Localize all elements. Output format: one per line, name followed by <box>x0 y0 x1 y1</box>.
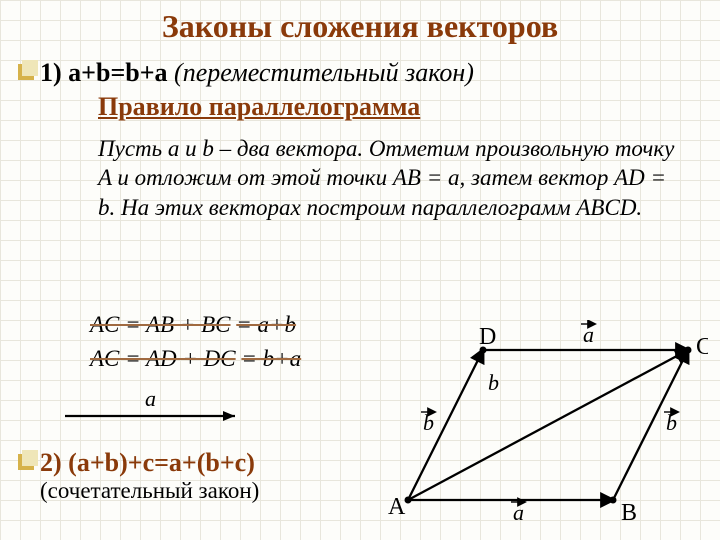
rule-title: Правило параллелограмма <box>98 92 420 122</box>
edge-label-AB: a <box>513 500 524 525</box>
law-1: 1) a+b=b+a (переместительный закон) <box>40 58 474 88</box>
body-content: Пусть a и b – два вектора. Отметим произ… <box>98 136 674 220</box>
eq1-lhs: AC = AB + BC <box>90 312 231 337</box>
bullet-icon <box>18 64 34 80</box>
law-1-num: 1) <box>40 58 62 87</box>
equation-2: AC = AD + DC = b+a <box>90 346 301 372</box>
edge-label-BC: b <box>666 410 677 435</box>
eq1-rhs: = a+b <box>236 312 296 337</box>
title-text: Законы сложения векторов <box>162 8 558 44</box>
point-B <box>610 497 617 504</box>
law-2-formula: (a+b)+c=a+(b+c) <box>68 448 255 477</box>
law-2-line: 2) (a+b)+c=a+(b+c) <box>40 448 259 478</box>
equation-1: AC = AB + BC = a+b <box>90 312 296 338</box>
point-A <box>405 497 412 504</box>
parallelogram-diagram: a b a b b A B C D <box>388 320 708 530</box>
edge-AC <box>408 350 688 500</box>
label-b-center: b <box>488 370 499 395</box>
law-2: 2) (a+b)+c=a+(b+c) (сочетательный закон) <box>40 448 259 504</box>
vec-a-label: a <box>145 390 156 411</box>
law-2-note: (сочетательный закон) <box>40 478 259 504</box>
point-label-D: D <box>479 324 496 350</box>
law-1-formula: a+b=b+a <box>68 58 167 87</box>
edge-label-AD: b <box>423 410 434 435</box>
law-2-num: 2) <box>40 448 62 477</box>
edge-AD <box>408 350 483 500</box>
point-label-A: A <box>388 494 406 520</box>
eq2-lhs: AC = AD + DC <box>90 346 236 371</box>
vector-a-standalone: a <box>60 390 250 435</box>
point-label-C: C <box>696 334 708 360</box>
edge-label-DC: a <box>583 322 594 347</box>
page-title: Законы сложения векторов <box>0 8 720 45</box>
rule-text: Правило параллелограмма <box>98 92 420 121</box>
point-C <box>685 347 692 354</box>
law-1-line: 1) a+b=b+a (переместительный закон) <box>40 58 474 88</box>
point-label-B: B <box>621 500 637 526</box>
law-1-note: (переместительный закон) <box>174 58 474 87</box>
eq2-rhs: = b+a <box>241 346 301 371</box>
bullet-icon-2 <box>18 454 34 470</box>
body-text: Пусть a и b – два вектора. Отметим произ… <box>98 134 680 222</box>
